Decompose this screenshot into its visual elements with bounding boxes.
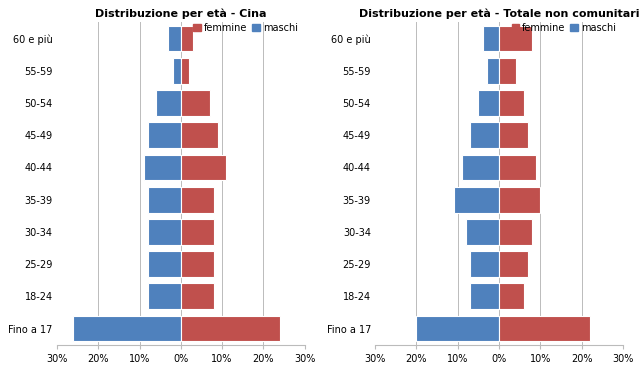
Bar <box>168 26 181 51</box>
Bar <box>181 315 280 341</box>
Bar <box>173 58 181 84</box>
Bar <box>499 154 536 180</box>
Bar <box>181 26 193 51</box>
Bar <box>181 154 226 180</box>
Bar <box>181 219 214 245</box>
Bar <box>156 90 181 116</box>
Bar <box>148 187 181 212</box>
Bar <box>478 90 499 116</box>
Bar <box>499 90 524 116</box>
Bar <box>417 315 499 341</box>
Bar <box>499 251 528 277</box>
Bar <box>499 187 541 212</box>
Bar <box>73 315 181 341</box>
Bar <box>454 187 499 212</box>
Title: Distribuzione per età - Totale non comunitari: Distribuzione per età - Totale non comun… <box>359 8 639 19</box>
Bar <box>181 187 214 212</box>
Bar <box>466 219 499 245</box>
Bar <box>148 219 181 245</box>
Bar <box>487 58 499 84</box>
Bar <box>181 251 214 277</box>
Bar <box>499 122 528 148</box>
Bar <box>462 154 499 180</box>
Bar <box>470 283 499 309</box>
Bar <box>499 26 532 51</box>
Legend: femmine, maschi: femmine, maschi <box>510 21 618 35</box>
Legend: femmine, maschi: femmine, maschi <box>191 21 300 35</box>
Bar <box>499 315 590 341</box>
Bar <box>470 122 499 148</box>
Bar <box>181 122 218 148</box>
Bar <box>181 58 189 84</box>
Bar <box>181 90 210 116</box>
Bar <box>499 219 532 245</box>
Bar <box>144 154 181 180</box>
Bar <box>181 283 214 309</box>
Bar <box>483 26 499 51</box>
Bar <box>499 58 516 84</box>
Bar <box>148 122 181 148</box>
Bar <box>148 283 181 309</box>
Bar <box>148 251 181 277</box>
Title: Distribuzione per età - Cina: Distribuzione per età - Cina <box>95 8 266 19</box>
Bar <box>499 283 524 309</box>
Bar <box>470 251 499 277</box>
